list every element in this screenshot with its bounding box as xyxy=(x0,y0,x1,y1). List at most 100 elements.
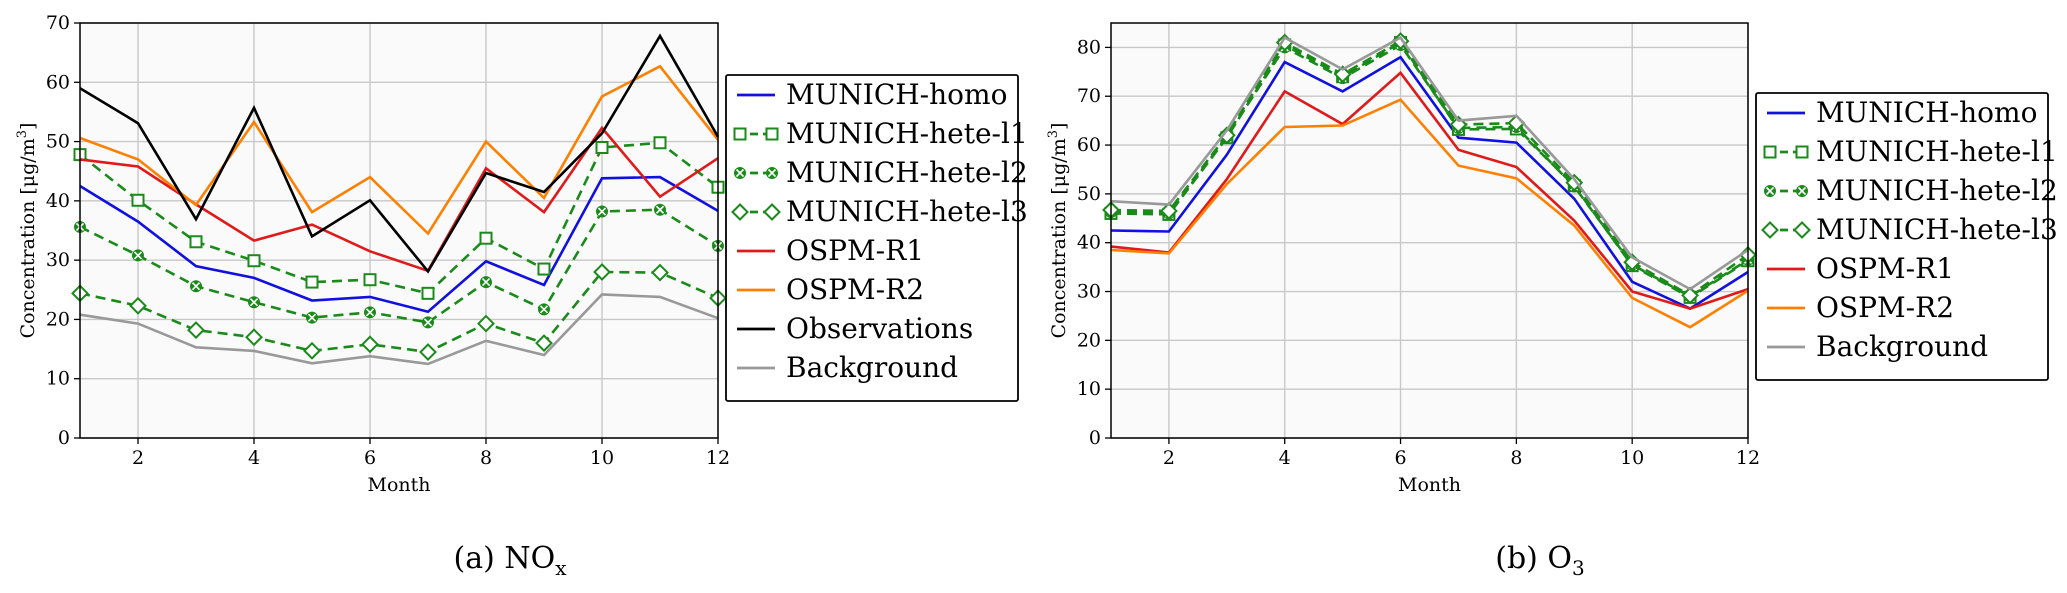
legend-marker xyxy=(1761,221,1779,239)
legend-label: MUNICH-hete-l2 xyxy=(1816,174,2058,207)
data-point xyxy=(595,141,609,154)
data-point xyxy=(306,311,318,324)
data-point xyxy=(132,249,144,262)
x-tick-label: 8 xyxy=(1510,447,1522,469)
y-tick-label: 60 xyxy=(1077,134,1101,156)
legend-marker xyxy=(731,203,749,221)
line-munich-hete-l1 xyxy=(79,141,719,295)
line-observations xyxy=(79,33,720,274)
x-tick-label: 6 xyxy=(1394,447,1406,469)
y-tick-label: 50 xyxy=(46,131,70,153)
axes-frame xyxy=(79,22,719,439)
legend-item-observations: Observations xyxy=(737,312,973,345)
data-point xyxy=(131,193,145,207)
y-tick-label: 40 xyxy=(46,190,70,212)
y-axis-label: Concentration [μg/m3] xyxy=(1046,123,1070,339)
x-tick-label: 2 xyxy=(1163,447,1175,469)
data-point xyxy=(305,275,319,289)
legend-marker xyxy=(1795,145,1809,159)
legend-marker xyxy=(1796,185,1808,197)
legend-label: MUNICH-hete-l2 xyxy=(786,156,1028,189)
legend-label: OSPM-R2 xyxy=(1816,291,1954,324)
series-ospm-r2 xyxy=(1110,98,1749,329)
y-tick-label: 70 xyxy=(46,12,70,34)
legend-item-munich-homo: MUNICH-homo xyxy=(1767,96,2037,129)
legend-label: Background xyxy=(786,351,958,384)
data-point xyxy=(537,262,551,276)
legend-label: MUNICH-hete-l3 xyxy=(1816,213,2058,246)
legend-item-munich-hete-l1: MUNICH-hete-l1 xyxy=(733,117,1028,150)
y-tick-label: 40 xyxy=(1077,232,1101,254)
data-point xyxy=(245,328,263,347)
x-tick-label: 12 xyxy=(706,447,730,469)
legend-label: Background xyxy=(1816,330,1988,363)
legend-marker xyxy=(766,167,778,179)
series-ospm-r2 xyxy=(79,64,720,236)
series-ospm-r1 xyxy=(1110,70,1749,310)
legend-item-ospm-r1: OSPM-R1 xyxy=(1767,252,1954,285)
legend-label: OSPM-R1 xyxy=(1816,252,1954,285)
legend-item-ospm-r2: OSPM-R2 xyxy=(737,273,924,306)
data-point xyxy=(1333,65,1352,84)
legend-item-munich-hete-l2: MUNICH-hete-l2 xyxy=(734,156,1028,189)
y-axis-label: Concentration [μg/m3] xyxy=(15,123,39,339)
data-point xyxy=(654,203,666,216)
data-point xyxy=(419,343,437,361)
ticks: 2 4 6 8 10 12 0 10 20 30 40 50 60 70 80 xyxy=(1077,36,1760,469)
series-group xyxy=(1102,32,1757,329)
legend-label: Observations xyxy=(786,312,973,345)
legend-marker xyxy=(1764,185,1776,197)
data-point xyxy=(422,316,434,329)
series-munich-hete-l3 xyxy=(71,263,727,361)
legend-label: MUNICH-hete-l1 xyxy=(786,117,1028,150)
legend-item-munich-hete-l2: MUNICH-hete-l2 xyxy=(1764,174,2058,207)
x-tick-label: 12 xyxy=(1736,447,1760,469)
data-point xyxy=(303,341,321,360)
data-point xyxy=(1159,202,1178,220)
legend: MUNICH-homo MUNICH-hete-l1 MUNICH-hete-l2 M… xyxy=(1755,92,2058,381)
line-munich-hete-l2 xyxy=(79,208,719,324)
legend-item-background: Background xyxy=(1767,330,1988,363)
x-axis-label: Month xyxy=(1398,474,1461,496)
figure-caption: (a) NOx xyxy=(454,541,568,580)
legend-item-background: Background xyxy=(737,351,958,384)
legend-label: OSPM-R1 xyxy=(786,234,924,267)
data-point xyxy=(1681,286,1700,305)
series-munich-hete-l2 xyxy=(74,203,724,329)
data-point xyxy=(190,280,202,293)
y-tick-label: 20 xyxy=(46,308,70,330)
data-point xyxy=(421,286,435,300)
chart-a-nox: 2 4 6 8 10 12 0 10 20 30 40 50 60 70 Month Concentratio… xyxy=(15,12,1028,580)
line-munich-homo xyxy=(1110,55,1749,311)
y-tick-label: 10 xyxy=(46,368,70,390)
y-tick-label: 30 xyxy=(1077,281,1101,303)
line-munich-hete-l3 xyxy=(1110,39,1749,297)
chart-b-o3: 2 4 6 8 10 12 0 10 20 30 40 50 60 70 80 Month Concentrat… xyxy=(1046,22,2058,580)
data-point xyxy=(480,276,492,289)
line-ospm-r2 xyxy=(1110,98,1749,329)
ticks: 2 4 6 8 10 12 0 10 20 30 40 50 60 70 xyxy=(46,12,730,469)
y-tick-label: 80 xyxy=(1077,36,1101,58)
series-background xyxy=(1110,35,1749,291)
data-point xyxy=(363,273,377,287)
y-tick-label: 50 xyxy=(1077,183,1101,205)
legend-marker xyxy=(733,127,747,141)
legend-marker xyxy=(763,203,781,221)
data-point xyxy=(248,296,260,309)
legend-label: MUNICH-homo xyxy=(786,78,1007,111)
line-munich-homo xyxy=(79,175,719,314)
x-tick-label: 6 xyxy=(364,447,376,469)
data-point xyxy=(535,334,553,353)
legend-item-munich-hete-l1: MUNICH-hete-l1 xyxy=(1763,135,2058,168)
line-ospm-r1 xyxy=(1110,70,1749,310)
x-axis-label: Month xyxy=(367,474,430,496)
data-point xyxy=(651,263,669,282)
legend-marker xyxy=(1793,221,1811,239)
y-tick-label: 70 xyxy=(1077,85,1101,107)
legend-item-munich-hete-l3: MUNICH-hete-l3 xyxy=(731,195,1028,228)
data-point xyxy=(129,296,147,315)
series-background xyxy=(79,293,719,366)
x-tick-label: 4 xyxy=(1279,447,1291,469)
x-tick-label: 4 xyxy=(248,447,260,469)
